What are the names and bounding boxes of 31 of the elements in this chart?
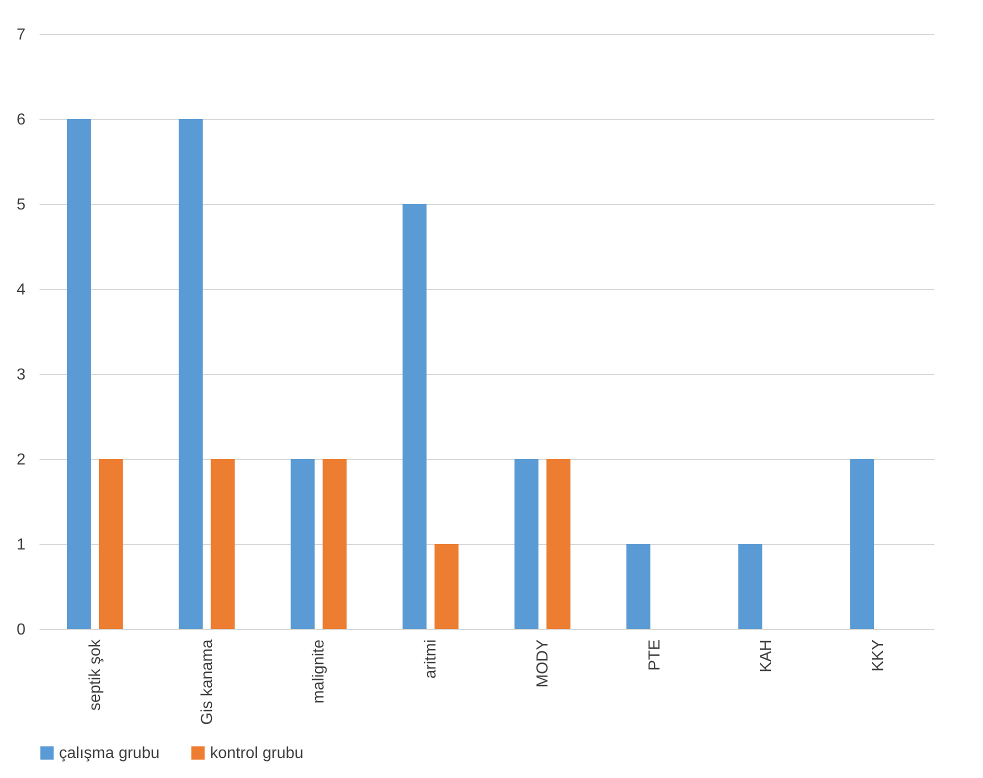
x-tick-label: KKY — [870, 639, 888, 672]
bar — [546, 459, 570, 629]
bar — [66, 119, 91, 629]
bar — [290, 459, 315, 629]
y-tick-label: 1 — [16, 536, 26, 554]
x-tick-label: MODY — [534, 639, 552, 688]
bar — [210, 459, 235, 629]
bar — [514, 459, 538, 629]
y-tick-label: 3 — [16, 366, 26, 384]
bar — [178, 119, 203, 629]
y-tick-label: 4 — [16, 282, 26, 298]
bar — [626, 544, 650, 629]
legend-label: çalışma grubu — [59, 745, 160, 762]
x-tick-label: Gis kanama — [198, 639, 216, 725]
bar — [850, 459, 874, 629]
y-tick-label: 6 — [16, 112, 26, 128]
x-tick-label: septik şok — [86, 638, 104, 711]
x-tick-label: malignite — [310, 639, 328, 704]
x-tick-label: KAH — [758, 640, 776, 672]
bar — [98, 459, 123, 629]
bar — [402, 204, 427, 629]
bar — [738, 544, 762, 629]
bar — [434, 544, 459, 629]
bar — [322, 459, 347, 629]
y-tick-label: 0 — [16, 622, 26, 638]
legend-label: kontrol grubu — [210, 745, 304, 762]
y-tick-label: 5 — [16, 196, 26, 214]
y-tick-label: 2 — [16, 452, 26, 468]
x-tick-label: PTE — [646, 640, 664, 671]
y-tick-label: 7 — [16, 26, 26, 44]
x-tick-label: aritmi — [422, 640, 440, 679]
